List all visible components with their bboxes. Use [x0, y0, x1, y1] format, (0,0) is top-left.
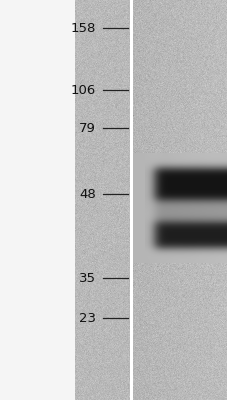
Text: 158: 158 [70, 22, 96, 34]
Text: 23: 23 [79, 312, 96, 324]
Text: 48: 48 [79, 188, 96, 200]
Text: 35: 35 [79, 272, 96, 284]
Text: 106: 106 [70, 84, 96, 96]
Text: 79: 79 [79, 122, 96, 134]
